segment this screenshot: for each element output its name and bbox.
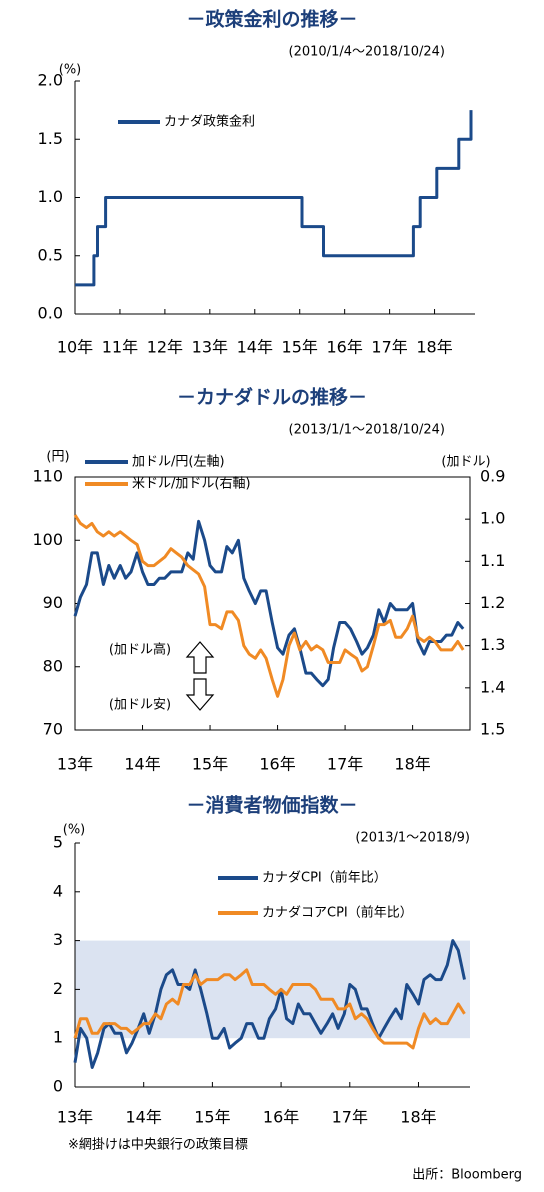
y-unit: (%) <box>59 63 82 78</box>
x-tick-label: 16年 <box>259 755 295 774</box>
x-tick-label: 12年 <box>147 338 183 357</box>
y-tick-label: 4 <box>53 881 63 900</box>
legend-label: 米ドル/加ドル(右軸) <box>132 477 251 492</box>
y2-unit: (加ドル) <box>441 455 490 470</box>
legend-label: カナダコアCPI（前年比） <box>262 905 413 921</box>
y-tick-label: 90 <box>43 593 63 612</box>
arrows <box>185 641 215 711</box>
x-tick-label: 18年 <box>400 1108 436 1127</box>
y-tick-label: 3 <box>53 930 63 949</box>
annotation: 出所：Bloomberg <box>412 1168 522 1183</box>
y-tick-label: 70 <box>43 720 63 739</box>
y-tick-label: 1.5 <box>38 129 63 148</box>
x-tick-label: 17年 <box>327 755 363 774</box>
series-line <box>73 514 465 698</box>
y-tick-label: 2 <box>53 979 63 998</box>
chart-title: －消費者物価指数－ <box>186 794 357 817</box>
y2-tick-label: 1.0 <box>480 509 505 528</box>
y2-tick-label: 1.1 <box>480 551 505 570</box>
chart-title: －カナダドルの推移－ <box>177 386 367 409</box>
x-tick-label: 10年 <box>57 338 93 357</box>
series-line <box>73 939 466 1069</box>
y2-tick-label: 1.3 <box>480 635 505 654</box>
x-tick-label: 11年 <box>102 338 138 357</box>
x-tick-label: 14年 <box>126 1108 162 1127</box>
annotation: ※網掛けは中央銀行の政策目標 <box>68 1137 248 1153</box>
legend-label: カナダCPI（前年比） <box>262 870 387 886</box>
x-tick-label: 16年 <box>263 1108 299 1127</box>
x-tick-label: 15年 <box>192 755 228 774</box>
x-tick-label: 13年 <box>192 338 228 357</box>
up-arrow <box>185 641 215 674</box>
x-tick-label: 13年 <box>57 1108 93 1127</box>
y-tick-label: 0.0 <box>38 304 63 323</box>
y-tick-label: 2.0 <box>38 71 63 90</box>
chart-subtitle: (2013/1/1～2018/10/24) <box>289 423 445 438</box>
x-tick-label: 16年 <box>326 338 362 357</box>
y-tick-label: 1 <box>53 1028 63 1047</box>
y-tick-label: 80 <box>43 656 63 675</box>
chart-subtitle: (2013/1～2018/9) <box>355 831 470 846</box>
y2-tick-label: 1.4 <box>480 677 505 696</box>
y-unit: (円) <box>46 450 69 465</box>
y-tick-label: 100 <box>32 530 63 549</box>
legend-label: 加ドル/円(左軸) <box>132 455 225 470</box>
y-tick-label: 1.0 <box>38 187 63 206</box>
chart-subtitle: (2010/1/4～2018/10/24) <box>289 45 445 60</box>
y2-tick-label: 1.5 <box>480 720 505 739</box>
y-tick-label: 110 <box>32 467 63 486</box>
x-tick-label: 14年 <box>124 755 160 774</box>
y-tick-label: 5 <box>53 833 63 852</box>
y-unit: (%) <box>63 823 86 838</box>
x-tick-label: 13年 <box>57 755 93 774</box>
y-tick-label: 0.5 <box>38 245 63 264</box>
annotation: (加ドル安) <box>109 698 171 713</box>
x-tick-label: 17年 <box>371 338 407 357</box>
x-tick-label: 18年 <box>416 338 452 357</box>
chart-title: －政策金利の推移－ <box>186 8 357 31</box>
y-tick-label: 0 <box>53 1077 63 1096</box>
series-line <box>75 110 473 287</box>
x-tick-label: 17年 <box>332 1108 368 1127</box>
x-tick-label: 15年 <box>282 338 318 357</box>
x-tick-label: 14年 <box>237 338 273 357</box>
y2-tick-label: 1.2 <box>480 593 505 612</box>
series-line <box>73 968 466 1050</box>
legend-label: カナダ政策金利 <box>164 114 255 130</box>
x-tick-label: 18年 <box>394 755 430 774</box>
series-line <box>73 519 465 688</box>
down-arrow <box>185 678 215 711</box>
y2-tick-label: 0.9 <box>480 467 505 486</box>
x-tick-label: 15年 <box>194 1108 230 1127</box>
annotation: (加ドル高) <box>109 642 171 658</box>
